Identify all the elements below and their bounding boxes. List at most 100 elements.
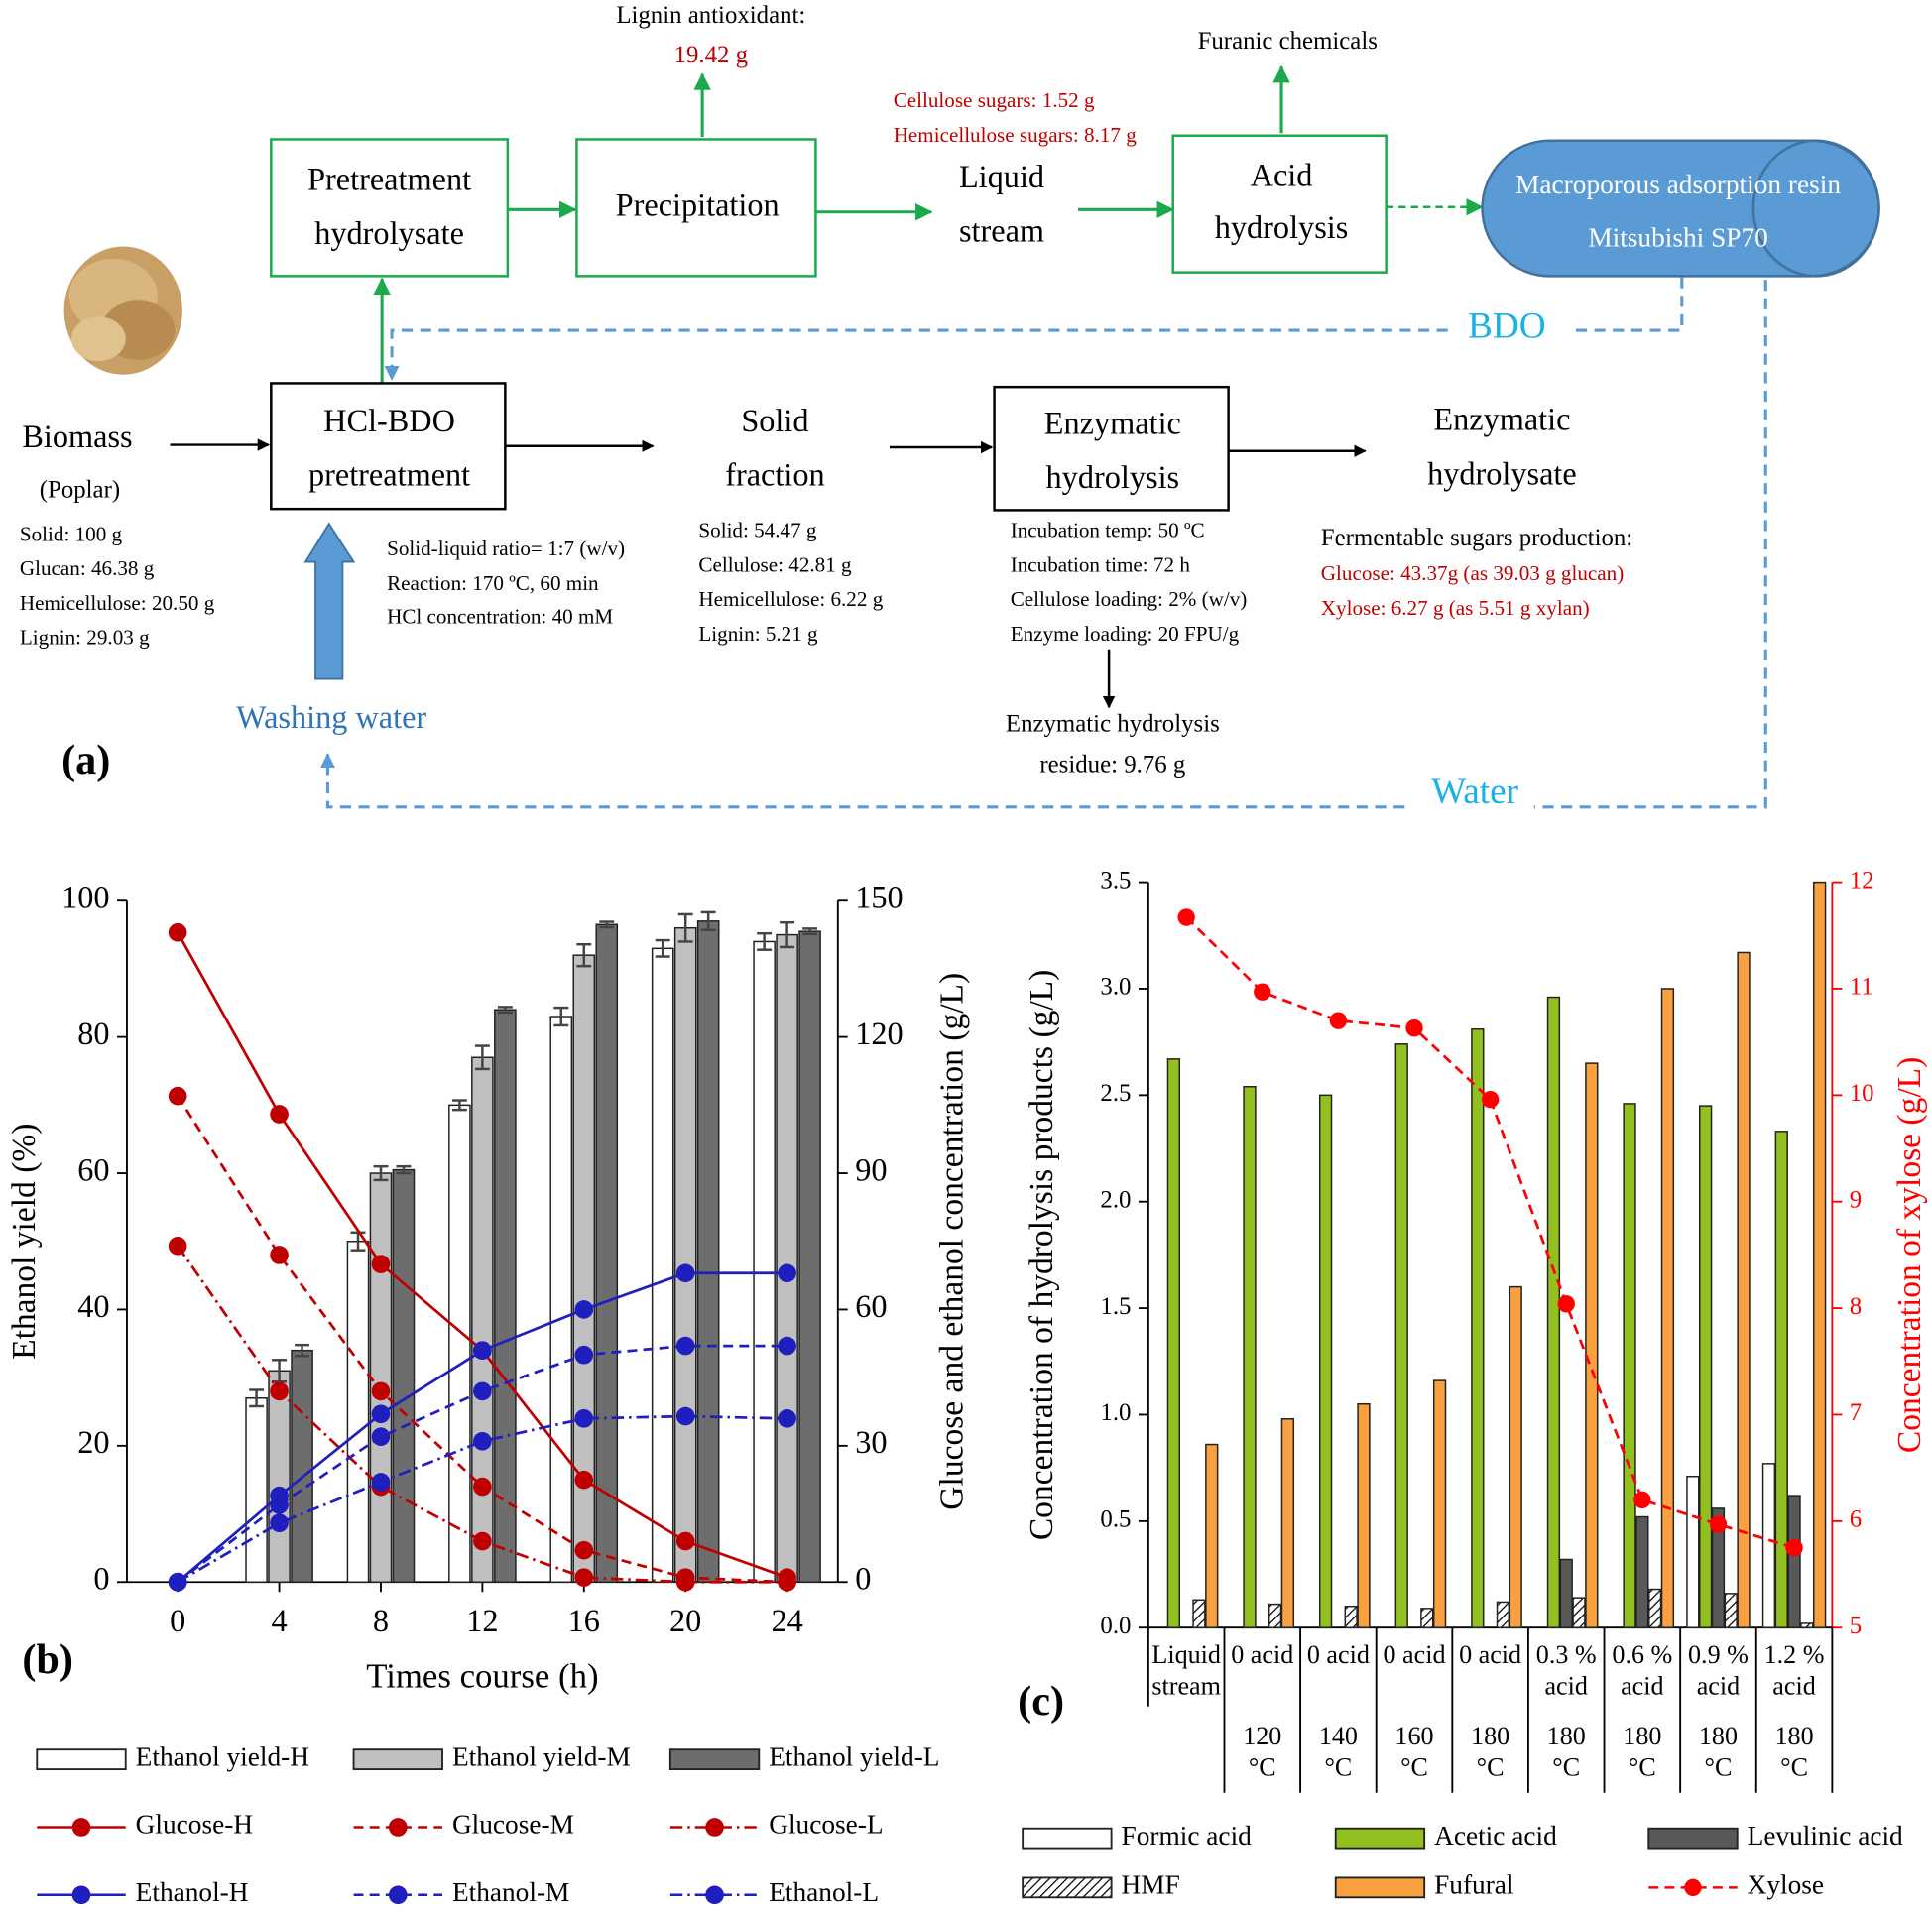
- legend-label: Ethanol yield-L: [769, 1741, 939, 1771]
- marker: [574, 1470, 594, 1490]
- box-label: HCl-BDO: [323, 403, 455, 438]
- composition: Lignin: 29.03 g: [20, 626, 150, 650]
- legend-swatch: [352, 1748, 443, 1771]
- marker: [371, 1381, 391, 1401]
- y2-tick-label: 11: [1850, 974, 1873, 1001]
- category-cell: 180 °C: [1698, 1721, 1739, 1782]
- recycle-line: [392, 277, 1684, 380]
- x-tick-label: 180 °C: [1698, 1721, 1739, 1782]
- y2-tick-label: 12: [1850, 867, 1874, 894]
- bar: [392, 1168, 416, 1583]
- y-tick-label: 1.5: [1100, 1293, 1131, 1320]
- x-tick-label: 180 °C: [1774, 1721, 1814, 1782]
- bar: [1660, 988, 1675, 1628]
- box-label: pretreatment: [308, 457, 470, 493]
- marker: [473, 1477, 492, 1497]
- y-tick-label: 0.0: [1100, 1613, 1131, 1639]
- legend-swatch: [1022, 1827, 1113, 1850]
- composition: Lignin: 5.21 g: [698, 622, 818, 646]
- y-tick-label: 2.0: [1100, 1186, 1131, 1213]
- marker: [371, 1473, 391, 1492]
- y-tick-label: 0: [93, 1561, 109, 1597]
- lignin-value: 19.42 g: [674, 42, 748, 68]
- lignin-title: Lignin antioxidant:: [616, 2, 805, 29]
- legend-label: Ethanol-M: [452, 1877, 569, 1907]
- bar: [1711, 1507, 1726, 1628]
- marker: [574, 1568, 594, 1587]
- legend-label: Glucose-M: [452, 1810, 574, 1840]
- bar: [595, 923, 619, 1583]
- bar: [1509, 1285, 1522, 1628]
- x-tick-label: 0.6 % acid: [1612, 1639, 1673, 1701]
- y-tick-label: 2.5: [1100, 1080, 1131, 1107]
- category-cell: 0 acid: [1307, 1640, 1370, 1670]
- category-cell: 0.9 % acid: [1688, 1640, 1749, 1701]
- legend-label: Ethanol-L: [769, 1877, 879, 1907]
- x-tick-label: 1.2 % acid: [1763, 1639, 1825, 1701]
- legend-label: Ethanol yield-H: [136, 1741, 309, 1771]
- marker: [1329, 1012, 1348, 1029]
- bar: [448, 1104, 471, 1583]
- y2-tick-label: 9: [1850, 1186, 1862, 1213]
- marker: [1785, 1538, 1803, 1557]
- bar: [369, 1172, 393, 1583]
- y2-axis-label: Concentration of xylose (g/L): [1891, 1057, 1928, 1453]
- bar: [798, 930, 821, 1583]
- bar: [696, 920, 720, 1583]
- condition: Solid-liquid ratio= 1:7 (w/v): [387, 537, 625, 560]
- category-cell: 120 °C: [1243, 1722, 1281, 1782]
- marker: [473, 1381, 492, 1401]
- legend-swatch: [1334, 1827, 1426, 1850]
- bar: [346, 1240, 370, 1583]
- legend-marker: [388, 1885, 408, 1905]
- y2-tick-label: 6: [1850, 1506, 1862, 1533]
- condition: Cellulose loading: 2% (w/v): [1011, 587, 1248, 611]
- fraction-label: Solid: [741, 403, 808, 438]
- marker: [270, 1496, 289, 1514]
- category-cell: 180 °C: [1774, 1721, 1814, 1782]
- category-cell: Liquid stream: [1151, 1640, 1221, 1701]
- composition: Solid: 54.47 g: [698, 519, 816, 542]
- marker: [1254, 983, 1271, 1001]
- legend-label: HMF: [1122, 1870, 1180, 1900]
- bar: [268, 1370, 291, 1583]
- y-tick-label: 20: [77, 1424, 109, 1460]
- biomass-picture: [63, 246, 182, 375]
- bar: [471, 1056, 494, 1583]
- marker: [168, 922, 187, 942]
- marker: [1709, 1515, 1728, 1533]
- condition: Incubation time: 72 h: [1011, 552, 1191, 576]
- y2-axis-label: Glucose and ethanol concentration (g/L): [934, 973, 971, 1510]
- marker: [574, 1540, 594, 1560]
- bar: [1761, 1463, 1776, 1628]
- box-label: hydrolysis: [1215, 209, 1349, 245]
- legend-swatch: [1022, 1876, 1113, 1899]
- y2-tick-label: 0: [855, 1561, 871, 1597]
- resin-label: Macroporous adsorption resin: [1515, 170, 1841, 199]
- x-tick-label: 180 °C: [1623, 1721, 1662, 1782]
- marker: [778, 1572, 796, 1592]
- bar: [1559, 1558, 1573, 1628]
- resin-end: [1751, 139, 1880, 278]
- legend-marker: [71, 1885, 91, 1905]
- bar: [1623, 1103, 1636, 1628]
- bar: [1318, 1094, 1333, 1628]
- bdo-label: BDO: [1468, 305, 1546, 346]
- marker: [1633, 1491, 1651, 1509]
- marker: [168, 1086, 187, 1106]
- marker: [371, 1255, 391, 1273]
- x-tick-label: 12: [466, 1603, 498, 1638]
- legend-marker: [388, 1818, 408, 1837]
- composition: Hemicellulose: 20.50 g: [20, 591, 215, 615]
- box-label: Precipitation: [616, 186, 780, 222]
- y2-tick-label: 120: [855, 1016, 903, 1051]
- condition: Incubation temp: 50 ºC: [1011, 519, 1205, 542]
- x-axis-label: Times course (h): [366, 1656, 598, 1695]
- composition: Solid: 100 g: [20, 522, 123, 545]
- legend-marker: [1684, 1878, 1702, 1897]
- box-label: hydrolysate: [314, 215, 464, 251]
- marker: [371, 1427, 391, 1447]
- marker: [675, 1531, 695, 1551]
- x-tick-label: 0.3 % acid: [1535, 1639, 1597, 1701]
